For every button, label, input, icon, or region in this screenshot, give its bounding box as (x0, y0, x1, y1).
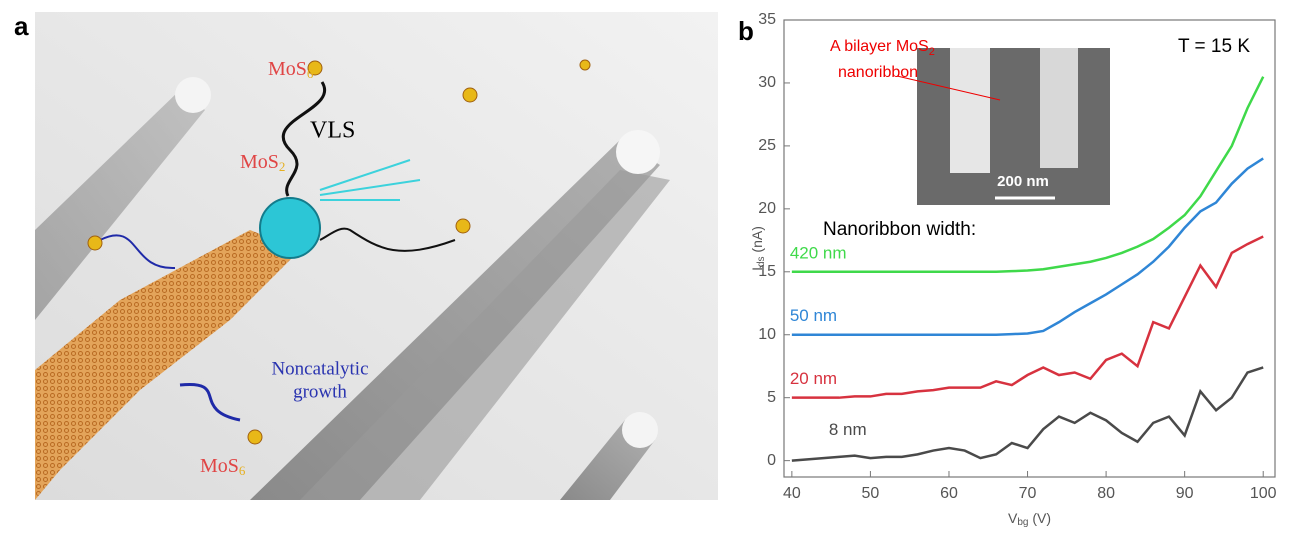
temperature: T = 15 K (1178, 36, 1250, 57)
arrow (179, 382, 241, 422)
y-tick-label: 10 (758, 326, 776, 343)
arrow (99, 234, 176, 270)
label: (V) (1028, 510, 1051, 526)
subscript: 2 (929, 46, 935, 58)
y-tick-label: 0 (767, 452, 776, 469)
scale-bar-label: 200 nm (997, 173, 1049, 190)
flux-arrows (319, 159, 421, 201)
y-tick-label: 15 (758, 263, 776, 280)
caption: A bilayer MoS (830, 38, 929, 55)
panel-a: a MoS6 VLS MoS2 Noncatalytic growth MoS6 (14, 11, 718, 500)
inset-caption: nanoribbon (838, 64, 918, 81)
x-tick-label: 100 (1250, 485, 1277, 502)
panel-label: b (738, 16, 754, 46)
label: V (1008, 510, 1018, 526)
streak (35, 90, 205, 320)
subscript: 2 (279, 159, 286, 174)
growth-label: growth (293, 381, 347, 402)
x-tick-label: 80 (1097, 485, 1115, 502)
panel-label: a (14, 11, 29, 41)
legend-title: Nanoribbon width: (823, 219, 976, 240)
subscript: 6 (239, 463, 246, 478)
subscript: ds (756, 256, 767, 267)
label: MoS (240, 151, 279, 173)
axis-label: Vbg (V) (1008, 510, 1051, 528)
y-tick-label: 35 (758, 11, 776, 28)
streak (300, 170, 670, 500)
growth-label: Noncatalytic (271, 358, 368, 379)
series-line (791, 235, 1264, 399)
molecules (87, 59, 591, 445)
label: I (749, 267, 765, 271)
series-line (791, 76, 1265, 274)
subscript: 6 (307, 66, 314, 81)
molecule-label: MoS6 (200, 455, 246, 478)
series-label: 8 nm (829, 420, 867, 439)
x-tick-label: 40 (783, 485, 801, 502)
label: (nA) (749, 226, 765, 256)
series-line (791, 366, 1264, 462)
label: MoS (200, 455, 239, 477)
molecule-label: MoS6 (268, 58, 314, 81)
axis-label: Ids (nA) (749, 226, 767, 271)
vls-label: VLS (310, 118, 355, 144)
y-tick-label: 5 (767, 389, 776, 406)
catalyst (259, 197, 321, 259)
x-tick-label: 70 (1019, 485, 1037, 502)
inset-image: 200 nm A bilayer MoS2 nanoribbon (830, 38, 1110, 205)
y-tick-label: 20 (758, 200, 776, 217)
x-tick-label: 90 (1176, 485, 1194, 502)
series-label: 50 nm (790, 306, 837, 325)
y-tick-label: 30 (758, 74, 776, 91)
molecule-label: MoS2 (240, 151, 285, 174)
subscript: bg (1017, 517, 1028, 528)
series-line (791, 157, 1264, 336)
series-label: 420 nm (790, 243, 847, 262)
particle (175, 77, 211, 113)
arrow (319, 227, 456, 252)
arrow (281, 81, 327, 197)
y-tick-label: 25 (758, 137, 776, 154)
particle (616, 130, 660, 174)
particle (622, 412, 658, 448)
label: MoS (268, 58, 307, 80)
x-tick-label: 60 (940, 485, 958, 502)
inset-caption: A bilayer MoS2 (830, 38, 935, 58)
nanoribbon (35, 230, 300, 500)
series-label: 20 nm (790, 369, 837, 388)
streak (250, 140, 660, 500)
x-tick-label: 50 (862, 485, 880, 502)
plot-frame (783, 19, 1276, 478)
